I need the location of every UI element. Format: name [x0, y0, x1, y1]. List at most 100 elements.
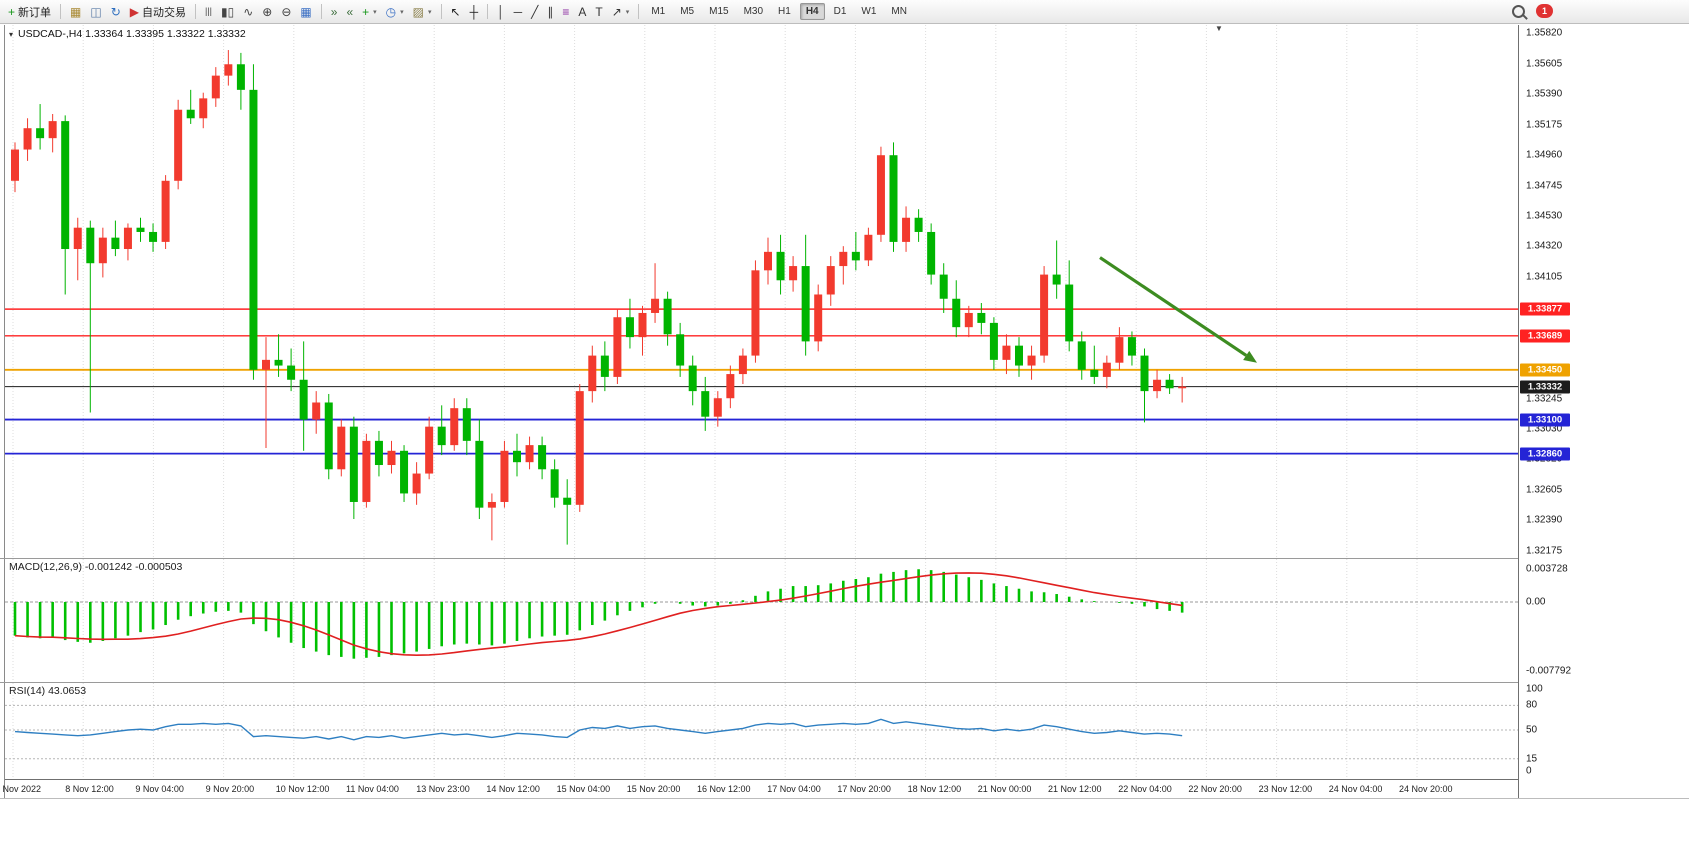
add-indicator-icon[interactable]: + ▾	[358, 2, 381, 22]
candle	[337, 426, 346, 470]
chart-profiles-icon[interactable]: ▦	[66, 2, 85, 22]
candle	[1115, 337, 1124, 363]
candle	[1065, 284, 1074, 342]
price-axis[interactable]: 1.35820 1.35605 1.35390 1.35175 1.34960 1.347…	[1518, 25, 1689, 798]
candle	[851, 251, 860, 261]
time-label: 15 Nov 20:00	[626, 784, 681, 794]
zoom-in-icon[interactable]: ⊕	[258, 2, 276, 22]
candle	[826, 266, 835, 295]
price-tick: 1.34960	[1526, 149, 1563, 161]
candle	[876, 155, 885, 235]
toolbar-separator	[638, 4, 640, 19]
horizontal-line-icon[interactable]: ─	[510, 2, 527, 22]
level-price-tag: 1.32860	[1520, 447, 1570, 461]
candle	[663, 298, 672, 335]
candle	[174, 109, 183, 181]
shapes-icon[interactable]: ↗ ▾	[608, 2, 634, 22]
timeframe-button-mn[interactable]: MN	[891, 6, 907, 17]
fibonacci-icon: ≡	[562, 4, 570, 19]
timeframe-button-h1[interactable]: H1	[778, 6, 791, 17]
candle	[412, 473, 421, 494]
candles-chart-icon: ▮▯	[221, 4, 235, 19]
toolbar-separator	[440, 4, 442, 19]
candlestick-chart[interactable]	[5, 25, 1518, 557]
bars-chart-icon: |||	[205, 6, 213, 16]
notification-badge[interactable]: 1	[1536, 4, 1553, 18]
chevron-down-icon: ▾	[625, 8, 630, 16]
main-chart[interactable]: ▾ USDCAD-,H4 1.33364 1.33395 1.33322 1.3…	[5, 24, 1518, 557]
horizontal-line-icon: ─	[513, 4, 523, 19]
chart-shift-icon[interactable]: «	[342, 2, 357, 22]
candles-chart-icon[interactable]: ▮▯	[217, 2, 238, 22]
panel-splitter[interactable]	[0, 558, 1689, 559]
timeframe-button-m5[interactable]: M5	[680, 6, 695, 17]
zoom-out-icon[interactable]: ⊖	[277, 2, 295, 22]
cursor-icon[interactable]: ↖	[447, 2, 465, 22]
panel-splitter[interactable]	[0, 682, 1689, 683]
toolbar-right: 1	[1512, 4, 1553, 18]
timeframe-button-m30[interactable]: M30	[743, 6, 764, 17]
time-axis[interactable]: 7 Nov 2022 8 Nov 12:00 9 Nov 04:00 9 Nov 20…	[0, 779, 1518, 798]
trend-arrow-annotation[interactable]	[1099, 256, 1257, 363]
search-icon[interactable]	[1512, 4, 1525, 18]
candle	[1140, 355, 1149, 392]
timeframe-button-m1[interactable]: M1	[651, 6, 666, 17]
candle	[73, 227, 82, 250]
macd-chart[interactable]	[5, 559, 1518, 681]
toolbar-separator	[195, 4, 196, 19]
candle	[839, 251, 848, 267]
auto-trading-button[interactable]: ▶ 自动交易	[126, 2, 190, 22]
candle	[262, 359, 270, 370]
candle	[726, 374, 735, 399]
toolbar-separator	[487, 4, 489, 19]
candle	[199, 98, 208, 119]
new-order-button[interactable]: + 新订单	[4, 2, 55, 22]
refresh-icon[interactable]: ↻	[107, 2, 125, 22]
candle	[186, 109, 195, 119]
candle	[764, 251, 772, 271]
time-label: 11 Nov 04:00	[346, 784, 399, 794]
bars-chart-icon[interactable]: |||	[201, 2, 216, 22]
crosshair-icon[interactable]: ┼	[466, 2, 483, 22]
text-icon[interactable]: A	[574, 2, 590, 22]
timeframe-button-m15[interactable]: M15	[709, 6, 729, 17]
price-tick: 1.35605	[1526, 58, 1563, 70]
timeframe-button-d1[interactable]: D1	[833, 6, 847, 17]
candle	[889, 155, 898, 242]
fibonacci-icon[interactable]: ≡	[558, 2, 573, 22]
candle	[425, 426, 434, 474]
timeframe-button-h4[interactable]: H4	[799, 3, 825, 20]
macd-panel[interactable]: MACD(12,26,9) -0.001242 -0.000503	[5, 559, 1518, 681]
label-icon: T	[595, 4, 603, 19]
time-label: 24 Nov 04:00	[1328, 784, 1383, 794]
vertical-line-icon: │	[497, 4, 505, 19]
auto-scroll-icon[interactable]: »	[327, 2, 342, 22]
candle	[789, 266, 798, 281]
line-chart-icon: ∿	[243, 4, 254, 19]
trendline-icon[interactable]: ╱	[527, 2, 542, 22]
vertical-line-icon[interactable]: │	[493, 2, 509, 22]
rsi-panel[interactable]: RSI(14) 43.0653	[5, 683, 1518, 777]
data-window-icon[interactable]: ◫	[86, 2, 105, 22]
tile-windows-icon[interactable]: ▦	[296, 2, 315, 22]
candle	[1077, 341, 1086, 370]
label-icon[interactable]: T	[591, 2, 606, 22]
candle	[814, 294, 823, 342]
timeframe-button-w1[interactable]: W1	[861, 6, 877, 17]
chart-dropdown-icon[interactable]: ▾	[9, 29, 14, 39]
candle	[914, 217, 923, 232]
scroll-to-end-icon[interactable]: ▼	[1215, 24, 1223, 33]
periods-icon[interactable]: ◷ ▾	[382, 2, 408, 22]
channel-icon[interactable]: ∥	[543, 2, 557, 22]
level-price-tag: 1.33877	[1520, 302, 1570, 316]
candle	[211, 75, 220, 99]
candle	[475, 440, 484, 508]
rsi-chart[interactable]	[5, 683, 1518, 777]
candle	[224, 64, 233, 76]
new-order-button-label: 新订单	[18, 6, 52, 19]
candle	[500, 450, 509, 502]
time-label: 16 Nov 12:00	[697, 784, 751, 794]
refresh-icon: ↻	[110, 4, 121, 19]
templates-icon[interactable]: ▨ ▾	[409, 2, 436, 22]
line-chart-icon[interactable]: ∿	[239, 2, 257, 22]
